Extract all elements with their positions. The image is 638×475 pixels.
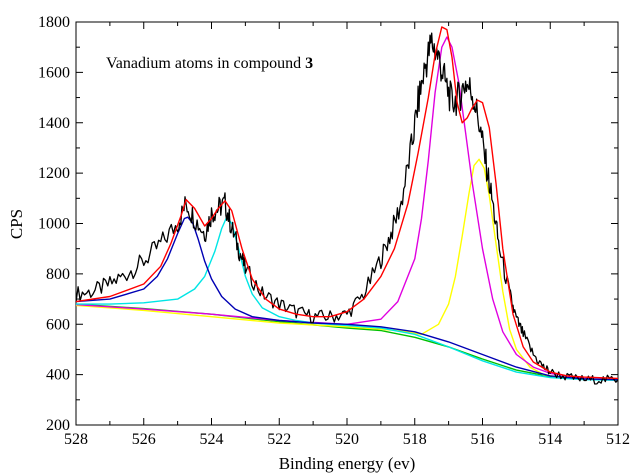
y-tick-label: 1600 [38,64,70,81]
x-tick-label: 512 [606,431,630,448]
y-tick-label: 1200 [38,165,70,182]
y-tick-label: 200 [46,417,70,434]
y-axis-title: CPS [7,209,26,239]
x-tick-label: 518 [403,431,427,448]
x-tick-label: 520 [335,431,359,448]
y-tick-label: 1000 [38,216,70,233]
series-line-3 [76,216,619,381]
axis-ticks: 528 526 524 522 520 518 516 514 512 200 400 600 800 1… [38,14,630,448]
y-tick-label: 1400 [38,115,70,132]
chart-annotation: Vanadium atoms in compound 3 [106,55,313,72]
y-tick-label: 800 [46,266,70,283]
y-tick-label: 1800 [38,14,70,31]
series-line-2 [75,216,619,381]
x-tick-label: 524 [200,431,224,448]
series-layer [75,26,619,385]
series-line-4 [75,36,619,381]
y-tick-label: 600 [46,316,70,333]
series-line-1 [75,26,619,380]
x-tick-label: 526 [132,431,156,448]
annotation-text: Vanadium atoms in compound [106,55,305,72]
x-axis-title: Binding energy (ev) [279,454,416,473]
x-tick-label: 522 [267,431,291,448]
x-tick-label: 514 [538,431,562,448]
series-line-0 [75,32,619,385]
y-tick-label: 400 [46,367,70,384]
x-tick-label: 516 [471,431,495,448]
annotation-compound-number: 3 [305,55,313,72]
x-tick-label: 528 [64,431,88,448]
